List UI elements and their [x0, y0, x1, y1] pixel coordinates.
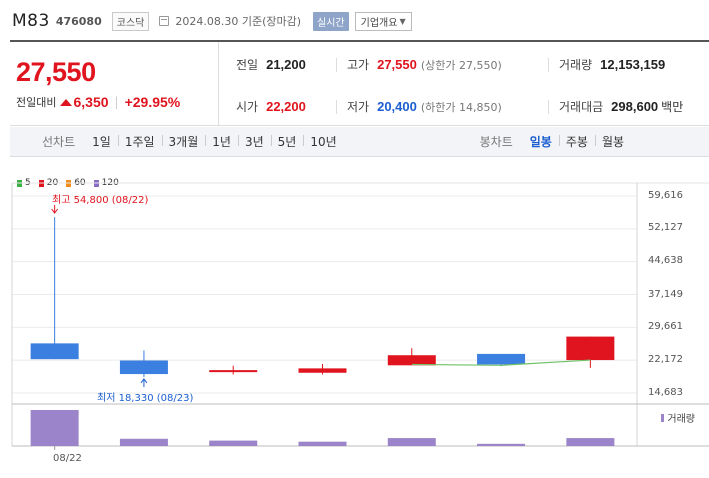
volume-bar [30, 410, 79, 446]
y-tick: 52,127 [648, 222, 683, 233]
tab-weekly[interactable]: 주봉 [558, 133, 595, 150]
calendar-icon [159, 16, 170, 26]
tab-3year[interactable]: 3년 [237, 133, 271, 150]
volume-bar [566, 438, 615, 446]
realtime-button[interactable]: 실시간 [313, 11, 349, 31]
candle-body [119, 360, 168, 375]
as-of-date: 2024.08.30 기준(장마감) [175, 15, 302, 28]
open-stat: 시가 22,200 [236, 99, 306, 114]
company-info-dropdown[interactable]: 기업개요 ▼ [354, 11, 412, 31]
y-tick: 37,149 [648, 289, 683, 300]
divider [548, 58, 549, 72]
candle-body [387, 355, 436, 366]
tab-10year[interactable]: 10년 [303, 133, 343, 150]
tab-3month[interactable]: 3개월 [161, 133, 206, 150]
stock-code: 476080 [55, 14, 102, 28]
legend-swatch [661, 413, 665, 422]
chevron-down-icon: ▼ [399, 16, 406, 26]
y-tick: 14,683 [648, 387, 683, 398]
up-arrow-icon [60, 98, 73, 106]
change-label: 전일대비 [16, 96, 57, 109]
stock-header: M83 476080 코스닥 2024.08.30 기준(장마감) 실시간 기업… [12, 8, 412, 34]
tab-monthly[interactable]: 월봉 [594, 133, 631, 150]
quote-summary: 27,550 전일대비 6,350 | +29.95% 전일 21,200 고가… [10, 40, 709, 126]
candle-body [30, 343, 79, 360]
low-arrow-head [140, 378, 148, 384]
tab-1day[interactable]: 1일 [92, 135, 111, 149]
volume-bar [477, 443, 526, 446]
amount-stat: 거래대금 298,600 백만 [559, 99, 684, 114]
high-stat: 고가 27,550 (상한가 27,550) [347, 57, 502, 72]
y-tick: 59,616 [648, 190, 683, 201]
candle-body [477, 353, 526, 365]
price-chart: 5 20 60 120 최고 54,800 (08/22) 최저 18,330 … [0, 160, 709, 478]
candle-chart-label: 봉차트 [479, 135, 513, 149]
change-amount: 6,350 [73, 94, 109, 110]
high-arrow-head [51, 208, 59, 214]
y-tick: 22,172 [648, 354, 683, 365]
prev-close-stat: 전일 21,200 [236, 57, 306, 72]
volume-bar [298, 441, 347, 446]
market-badge: 코스닥 [111, 11, 150, 31]
candle-body [566, 336, 615, 361]
volume-bar [119, 438, 168, 446]
tab-5year[interactable]: 5년 [270, 133, 304, 150]
change-percent: +29.95% [124, 94, 181, 110]
divider [548, 100, 549, 114]
ma5-line [411, 359, 591, 366]
chart-period-tabs: 선차트 1일 1주일 3개월 1년 3년 5년 10년 봉차트 일봉 주봉 월봉 [10, 127, 709, 157]
x-tick: 08/22 [53, 453, 82, 464]
volume-legend: 거래량 [661, 410, 695, 425]
y-tick: 44,638 [648, 255, 683, 266]
candlestick-plot [11, 182, 709, 450]
low-annotation: 최저 18,330 (08/23) [97, 393, 194, 404]
change-row: 전일대비 6,350 | +29.95% [16, 94, 180, 110]
line-chart-label: 선차트 [42, 135, 76, 149]
divider [336, 58, 337, 72]
high-annotation: 최고 54,800 (08/22) [52, 195, 149, 206]
candle-body [209, 370, 258, 373]
tab-1year[interactable]: 1년 [205, 133, 238, 150]
tab-1week[interactable]: 1주일 [117, 133, 162, 150]
volume-bar [209, 440, 258, 446]
low-stat: 저가 20,400 (하한가 14,850) [347, 99, 502, 114]
divider [336, 100, 337, 114]
candle-body [298, 368, 347, 373]
divider: | [114, 95, 119, 109]
stock-name: M83 [12, 11, 50, 31]
volume-stat: 거래량 12,153,159 [559, 57, 666, 72]
tab-daily[interactable]: 일봉 [529, 135, 552, 149]
volume-bar [387, 438, 436, 446]
current-price: 27,550 [16, 57, 96, 87]
price-box: 27,550 전일대비 6,350 | +29.95% [10, 42, 219, 126]
y-tick: 29,661 [648, 321, 683, 332]
